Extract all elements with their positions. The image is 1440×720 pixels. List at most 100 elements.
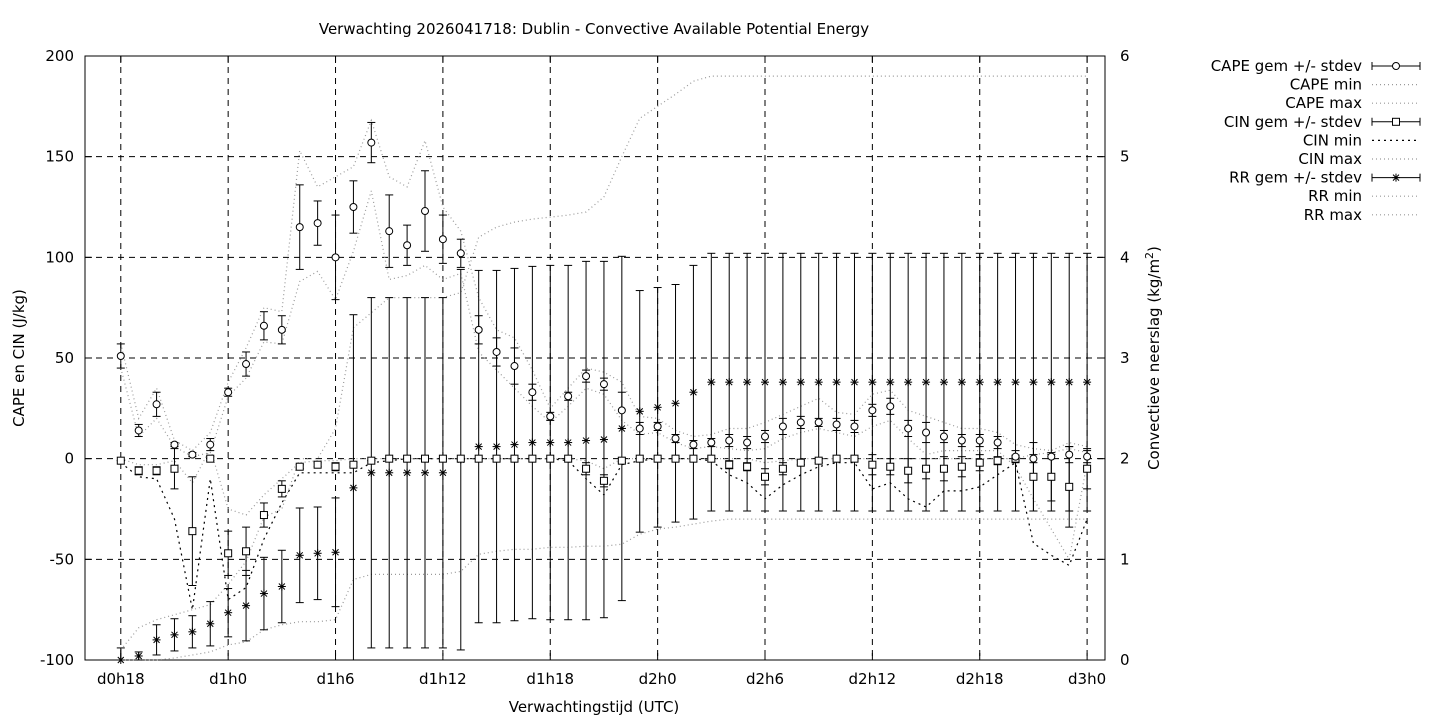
- cin-point: [421, 454, 429, 463]
- cape-point: [635, 424, 644, 433]
- star-stroke: [618, 425, 626, 432]
- cin-point: [975, 458, 984, 467]
- cape-point: [134, 426, 143, 435]
- cin-point: [242, 547, 251, 556]
- legend-label: CIN gem +/- stdev: [1224, 113, 1362, 131]
- star-stroke: [940, 378, 948, 386]
- rr-point: [975, 378, 984, 387]
- cape-point: [796, 418, 805, 427]
- x-tick-label: d1h18: [526, 670, 574, 688]
- star-stroke: [171, 631, 178, 639]
- cape-point: [1011, 452, 1020, 461]
- cin-point: [653, 454, 662, 463]
- cape-point: [224, 388, 233, 397]
- cin-point: [116, 456, 125, 465]
- rr-point: [1047, 378, 1056, 387]
- star-stroke: [779, 378, 787, 386]
- rr-point: [385, 468, 394, 477]
- star-stroke: [600, 436, 608, 443]
- cin-point: [939, 464, 948, 473]
- rr-point: [403, 468, 412, 477]
- legend-marker-star: [1392, 173, 1400, 182]
- cape-point: [975, 436, 984, 445]
- cape-point: [546, 412, 555, 421]
- cin-point: [957, 462, 966, 471]
- cin-point: [922, 464, 931, 473]
- rr-point: [707, 378, 716, 387]
- cin-point: [546, 454, 555, 463]
- y-tick-label: 50: [55, 349, 74, 367]
- cin-point: [295, 462, 304, 471]
- y2-tick-label: 6: [1120, 47, 1130, 65]
- star-stroke: [851, 378, 858, 386]
- cin-point: [743, 462, 752, 471]
- star-stroke: [1030, 378, 1037, 386]
- y-tick-label: 200: [45, 47, 74, 65]
- cape-point: [492, 347, 501, 356]
- star-stroke: [815, 378, 823, 386]
- rr-point: [1065, 378, 1074, 387]
- cape-point: [421, 207, 429, 216]
- star-stroke: [582, 437, 590, 444]
- cin-point: [492, 454, 501, 463]
- cape-point: [778, 422, 787, 431]
- star-stroke: [224, 609, 232, 617]
- cin-point: [349, 460, 358, 469]
- rr-point: [689, 388, 698, 397]
- rr-point: [206, 619, 215, 628]
- cin-point: [438, 454, 447, 463]
- star-stroke: [529, 439, 536, 446]
- x-tick-label: d1h6: [316, 670, 354, 688]
- star-stroke: [707, 378, 715, 386]
- cin-point: [832, 454, 841, 463]
- star-stroke: [636, 407, 644, 415]
- cape-point: [868, 406, 877, 415]
- cin-point: [778, 464, 787, 473]
- cape-point: [367, 138, 376, 147]
- rr-point: [922, 378, 931, 387]
- rr-point: [421, 468, 429, 477]
- y2-axis-label-end: ): [1145, 246, 1163, 252]
- cin-point: [1083, 464, 1092, 473]
- cape-point: [349, 203, 358, 211]
- cin-point: [456, 454, 465, 463]
- rr-point: [796, 378, 805, 387]
- cape-point: [277, 325, 286, 334]
- y-tick-label: 100: [45, 248, 74, 266]
- rr-point: [492, 442, 501, 451]
- star-stroke: [206, 620, 214, 628]
- y2-axis-label: Convectieve neerslag (kg/m2): [1143, 246, 1163, 470]
- star-stroke: [403, 469, 411, 477]
- cape-point: [707, 438, 716, 447]
- cin-point: [134, 466, 143, 475]
- star-stroke: [743, 378, 751, 386]
- cape-point: [689, 440, 698, 449]
- cin-point: [1065, 482, 1074, 491]
- star-stroke: [242, 602, 250, 609]
- cin-point: [617, 456, 626, 465]
- star-stroke: [117, 656, 125, 664]
- rr-point: [474, 442, 483, 451]
- cape-point: [725, 436, 734, 445]
- data-markers: [116, 138, 1092, 664]
- cape-point: [1029, 454, 1038, 463]
- star-stroke: [690, 388, 697, 396]
- legend-label: CAPE gem +/- stdev: [1211, 57, 1362, 75]
- legend-label: RR max: [1304, 206, 1362, 224]
- rr-point: [868, 378, 877, 387]
- star-stroke: [1065, 378, 1073, 386]
- star-stroke: [135, 652, 143, 660]
- grid: [85, 56, 1105, 660]
- legend-label: CAPE min: [1290, 76, 1362, 94]
- cape-point: [116, 351, 125, 360]
- cape-point: [814, 418, 823, 427]
- x-tick-label: d2h0: [639, 670, 677, 688]
- cape-point: [170, 440, 179, 449]
- cin-point: [403, 454, 412, 463]
- star-stroke: [654, 403, 661, 411]
- star-stroke: [1012, 378, 1019, 386]
- rr-point: [313, 549, 322, 558]
- rr-point: [224, 608, 233, 617]
- cape-point: [743, 438, 752, 447]
